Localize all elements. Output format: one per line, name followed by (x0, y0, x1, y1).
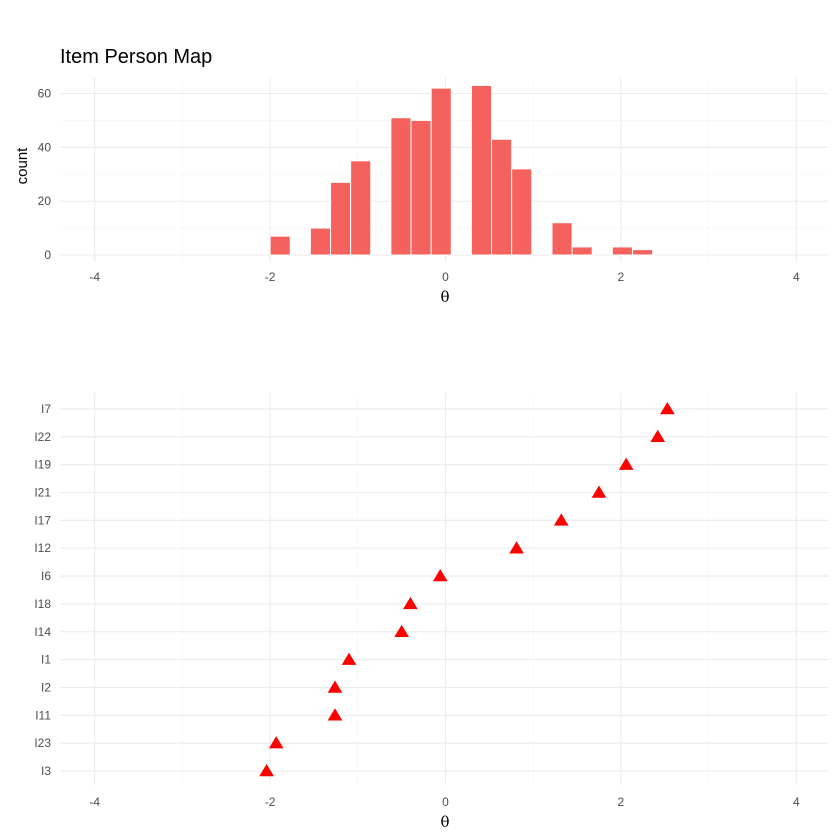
item-map-y-tick-label: I22 (34, 430, 51, 444)
item-map-y-tick-label: I6 (41, 569, 51, 583)
histogram-x-tick-label: 2 (618, 270, 625, 284)
histogram-y-axis-label: count (14, 147, 31, 185)
item-difficulty-marker (403, 596, 418, 610)
item-map-y-tick-label: I11 (35, 708, 51, 722)
histogram-x-tick-label: 4 (793, 270, 800, 284)
item-map-y-tick-label: I3 (41, 764, 51, 778)
item-difficulty-marker (618, 457, 634, 470)
item-map-x-tick-label: 4 (793, 795, 800, 809)
histogram-bar (470, 84, 493, 256)
histogram-y-tick-labels: 0 20 40 60 (38, 87, 52, 263)
histogram-bar (269, 235, 291, 256)
histogram-bar (309, 227, 332, 256)
histogram-bar (631, 249, 654, 256)
item-map-x-tick-label: 2 (618, 795, 625, 809)
histogram-bar (491, 138, 513, 256)
item-difficulty-marker (432, 569, 448, 582)
item-difficulty-marker (341, 652, 357, 665)
item-map-y-tick-label: I2 (41, 680, 51, 694)
histogram-bar (350, 160, 372, 256)
item-map-markers (259, 401, 675, 777)
item-map-y-tick-label: I17 (34, 513, 51, 527)
item-map-y-tick-label: I12 (34, 541, 51, 555)
item-difficulty-marker (268, 736, 284, 749)
item-difficulty-marker (327, 708, 343, 721)
item-map-y-tick-label: I1 (41, 653, 51, 667)
item-difficulty-marker (650, 429, 666, 443)
histogram-y-tick-label: 60 (38, 87, 52, 101)
item-map-y-tick-label: I23 (34, 736, 51, 750)
histogram-y-tick-label: 40 (38, 140, 52, 154)
histogram-x-tick-label: -2 (265, 270, 276, 284)
item-map-x-axis-label: θ (440, 813, 449, 831)
histogram-x-tick-label: -4 (89, 270, 100, 284)
histogram-x-tick-labels: -4 -2 0 2 4 (89, 270, 800, 284)
item-map-y-tick-label: I7 (41, 402, 51, 416)
item-map-x-tick-label: 0 (442, 795, 449, 809)
histogram-bar (330, 181, 352, 256)
histogram-x-axis-label: θ (440, 288, 449, 306)
histogram-y-tick-label: 20 (38, 194, 52, 208)
item-map-grid (60, 393, 829, 785)
item-difficulty-marker (660, 401, 675, 415)
item-difficulty-marker (259, 764, 274, 777)
item-difficulty-marker (394, 624, 409, 637)
item-map-y-tick-label: I21 (34, 486, 51, 500)
histogram-bar (410, 119, 432, 256)
histogram-bars (269, 84, 654, 256)
histogram-bar (611, 246, 633, 256)
item-map-y-tick-label: I14 (34, 625, 51, 639)
item-map-y-tick-label: I19 (34, 458, 51, 472)
item-difficulty-marker (509, 541, 524, 554)
histogram-x-tick-label: 0 (442, 270, 449, 284)
item-map-x-tick-label: -2 (265, 795, 276, 809)
histogram-title: Item Person Map (60, 46, 212, 68)
item-difficulty-marker (327, 680, 343, 693)
histogram-bar (551, 222, 573, 256)
histogram-bar (390, 117, 412, 256)
histogram-bar (430, 87, 452, 256)
item-difficulty-marker (553, 513, 569, 526)
item-map-y-tick-label: I18 (34, 597, 51, 611)
histogram-bar (511, 168, 533, 256)
item-difficulty-marker (591, 485, 607, 498)
item-map-x-tick-label: -4 (89, 795, 100, 809)
histogram-bar (571, 246, 593, 256)
histogram-y-tick-label: 0 (44, 248, 51, 262)
item-map-y-tick-labels: I3 I23 I11 I2 I1 I14 I18 I6 I12 I17 I21 I19 I22 I7 (34, 402, 51, 778)
item-map-x-tick-labels: -4 -2 0 2 4 (89, 795, 800, 809)
